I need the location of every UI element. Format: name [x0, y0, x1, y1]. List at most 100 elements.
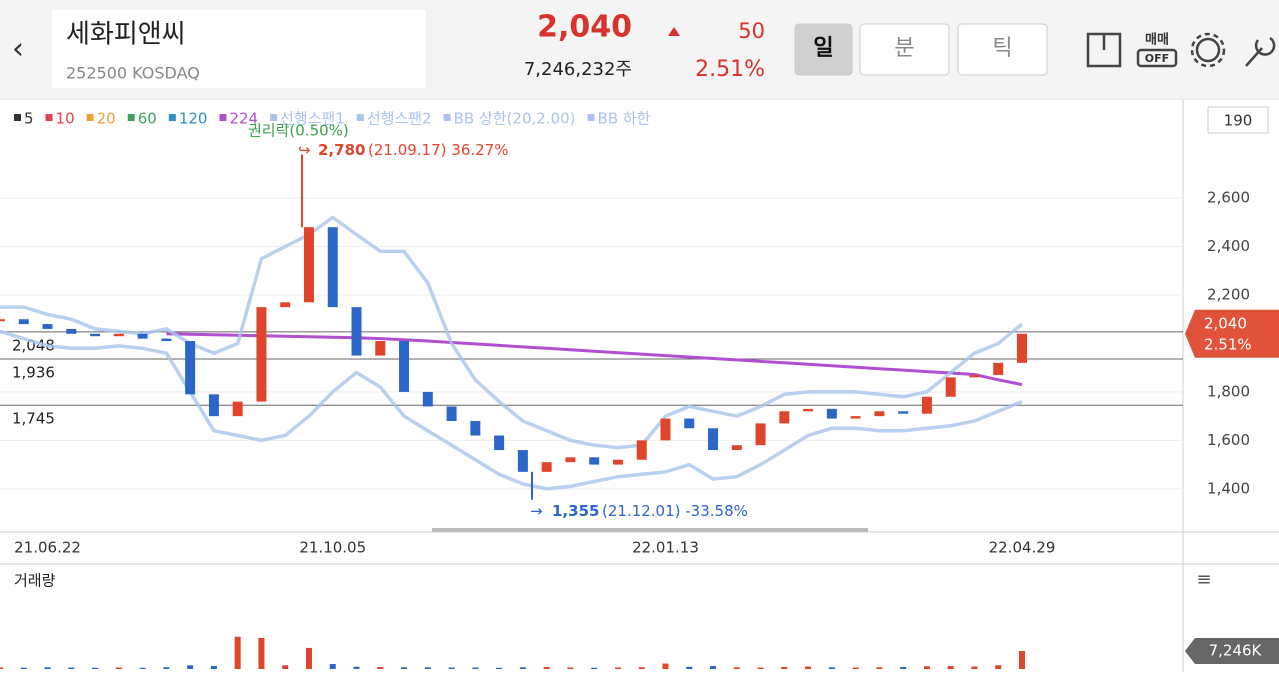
candle: [660, 418, 671, 441]
legend-label: BB 하한: [598, 110, 651, 128]
candle: [636, 440, 647, 460]
settings-icon[interactable]: [1195, 37, 1221, 63]
candle: [422, 391, 433, 407]
candle: [0, 319, 5, 322]
legend-swatch: [356, 114, 364, 121]
candle: [565, 457, 576, 463]
volume-tag-label: 7,246K: [1209, 642, 1263, 660]
candle: [185, 341, 196, 395]
y-tick-label: 1,600: [1207, 431, 1250, 449]
candle: [375, 341, 386, 356]
legend-swatch: [14, 114, 21, 121]
candle: [945, 377, 956, 397]
volume-bar: [900, 667, 907, 669]
volume-bar: [424, 667, 431, 669]
candle: [684, 418, 695, 429]
volume-bar: [187, 665, 194, 669]
volume-bar: [377, 667, 384, 669]
volume-bar: [44, 667, 51, 669]
menu-icon[interactable]: ≡: [1196, 569, 1211, 590]
volume-bar: [401, 667, 408, 669]
candle: [113, 333, 124, 337]
stock-code: 252500 KOSDAQ: [66, 64, 200, 83]
trade-toggle[interactable]: [1136, 48, 1178, 68]
rights-note: 권리락(0.50%): [248, 122, 349, 140]
tab[interactable]: [859, 23, 950, 76]
volume-bar: [472, 667, 479, 669]
volume-bar: [448, 667, 455, 669]
legend-swatch: [219, 114, 227, 121]
level-label: 1,745: [12, 410, 55, 428]
legend-swatch: [127, 114, 135, 121]
candle: [327, 227, 338, 308]
candle: [446, 406, 457, 421]
change-pct: 2.51%: [695, 57, 765, 82]
candle: [494, 435, 505, 451]
volume-bar: [68, 667, 75, 669]
volume-bar: [591, 667, 598, 669]
candle: [470, 420, 481, 436]
candle: [351, 307, 362, 356]
tab[interactable]: [957, 23, 1048, 76]
candle: [399, 341, 410, 392]
candle: [90, 333, 101, 337]
candle: [161, 338, 172, 342]
volume-bar: [115, 667, 122, 669]
x-tick-label: 21.10.05: [299, 539, 366, 557]
period-box[interactable]: [1207, 106, 1269, 134]
candle: [232, 401, 243, 417]
legend-label: 120: [179, 110, 208, 128]
scrollbar[interactable]: [432, 528, 868, 532]
high-note: (21.09.17) 36.27%: [368, 141, 508, 159]
candle: [993, 362, 1004, 375]
candle: [208, 394, 219, 417]
tab-label: 분: [894, 36, 914, 61]
legend-label: 10: [56, 110, 75, 128]
back-button[interactable]: ‹: [12, 32, 24, 67]
period-value: 190: [1224, 112, 1253, 130]
high-label: 2,780: [318, 141, 365, 159]
search-box[interactable]: [52, 10, 426, 88]
volume-bar: [139, 667, 146, 669]
candle: [826, 408, 837, 419]
price: 2,040: [537, 10, 632, 45]
legend-label: 선행스팬1: [280, 110, 345, 128]
volume-bar: [0, 667, 3, 669]
legend-swatch: [443, 114, 451, 121]
volume-bar: [947, 666, 954, 669]
volume-bar: [210, 666, 217, 669]
volume-bar: [686, 666, 693, 669]
tool-icon[interactable]: [1245, 36, 1276, 67]
volume-bar: [757, 667, 764, 669]
volume-bar: [305, 647, 312, 669]
volume-bar: [519, 667, 526, 669]
legend-swatch: [168, 114, 176, 121]
trade-state: OFF: [1145, 52, 1169, 65]
volume-bar: [543, 667, 550, 669]
candle: [779, 411, 790, 424]
candle: [708, 428, 719, 451]
y-tick-label: 2,400: [1207, 237, 1250, 255]
indicator-line: [0, 329, 1023, 491]
volume-bar: [995, 665, 1002, 669]
candle: [921, 396, 932, 414]
price-tag-change: 2.51%: [1204, 335, 1252, 353]
legend-swatch: [587, 114, 595, 121]
legend-swatch: [86, 114, 94, 121]
volume-bar: [638, 667, 645, 669]
volume-bar: [1019, 651, 1025, 669]
x-tick-label: 22.01.13: [632, 539, 699, 557]
tab-label: 일: [813, 36, 833, 61]
volume-bar: [852, 667, 859, 669]
low-note: (21.12.01) -33.58%: [602, 502, 748, 520]
indicator-line: [166, 332, 1023, 387]
candle: [256, 307, 267, 402]
legend-label: 선행스팬2: [367, 110, 432, 128]
price-tag: [1185, 309, 1279, 358]
candle: [850, 416, 861, 419]
volume-bar: [329, 664, 336, 669]
volume-bar: [828, 667, 835, 669]
tab[interactable]: [794, 23, 853, 76]
